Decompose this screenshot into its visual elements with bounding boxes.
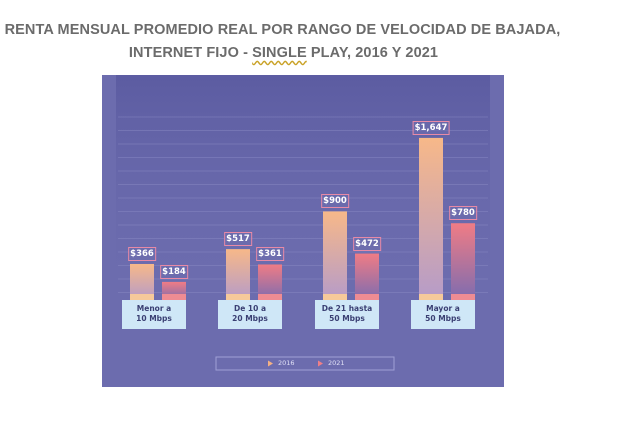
- value-label-2021-2: $472: [353, 236, 381, 251]
- legend-label-2016: 2016: [278, 359, 295, 367]
- chart-panel: $366 $517 $900 $1,647 $184 $361 $472 $780 Menor …: [102, 75, 504, 387]
- legend-label-2021: 2021: [328, 359, 345, 367]
- chart-title-line1: RENTA MENSUAL PROMEDIO REAL POR RANGO DE…: [4, 22, 561, 38]
- category-label-line: 20 Mbps: [232, 314, 268, 323]
- bar-foot-2016-0: [130, 294, 154, 300]
- bar-foot-2021-2: [355, 294, 379, 300]
- category-label-line: 10 Mbps: [136, 314, 172, 323]
- value-label-2016-1: $517: [224, 232, 252, 247]
- value-label-2016-0: $366: [128, 246, 156, 261]
- chart-title-line2: INTERNET FIJO - SINGLE PLAY, 2016 Y 2021: [0, 45, 602, 61]
- value-label-2016-2: $900: [321, 194, 349, 209]
- category-label-0: Menor a 10 Mbps: [122, 304, 186, 324]
- value-label-2021-3: $780: [449, 206, 477, 221]
- bar-foot-2016-3: [419, 294, 443, 300]
- category-box-3: [411, 300, 475, 329]
- legend-box: [215, 356, 395, 371]
- legend-marker-2016: [268, 360, 273, 367]
- category-label-3: Mayor a 50 Mbps: [411, 304, 475, 324]
- category-label-line: Mayor a: [426, 304, 460, 313]
- category-label-line: Menor a: [136, 304, 172, 313]
- bar-foot-2016-1: [226, 294, 250, 300]
- bar-foot-2021-0: [162, 294, 186, 300]
- title-part-pre: INTERNET FIJO -: [128, 45, 253, 61]
- value-label-2016-3: $1,647: [412, 120, 450, 135]
- category-label-2: De 21 hasta 50 Mbps: [315, 304, 379, 324]
- category-box-0: [122, 300, 186, 329]
- title-part-spellcheck: SINGLE: [252, 45, 307, 61]
- category-label-1: De 10 a 20 Mbps: [218, 304, 282, 324]
- bar-2016-3: [419, 137, 443, 300]
- category-label-line: De 10 a: [233, 304, 267, 313]
- category-label-line: 50 Mbps: [425, 314, 461, 323]
- value-label-2021-0: $184: [160, 264, 188, 279]
- bar-foot-2016-2: [323, 294, 347, 300]
- value-label-2021-1: $361: [256, 247, 284, 262]
- category-label-line: De 21 hasta: [321, 304, 373, 313]
- bar-foot-2021-1: [258, 294, 282, 300]
- title-part-post: PLAY, 2016 Y 2021: [306, 45, 439, 61]
- bar-2021-2: [355, 253, 379, 300]
- bar-2016-2: [323, 211, 347, 300]
- category-box-1: [218, 300, 282, 329]
- bar-2016-0: [130, 263, 154, 300]
- bar-2021-3: [451, 223, 475, 300]
- bar-foot-2021-3: [451, 294, 475, 300]
- category-label-line: 50 Mbps: [329, 314, 365, 323]
- bar-2016-1: [226, 249, 250, 300]
- category-box-2: [315, 300, 379, 329]
- legend-marker-2021: [318, 360, 323, 367]
